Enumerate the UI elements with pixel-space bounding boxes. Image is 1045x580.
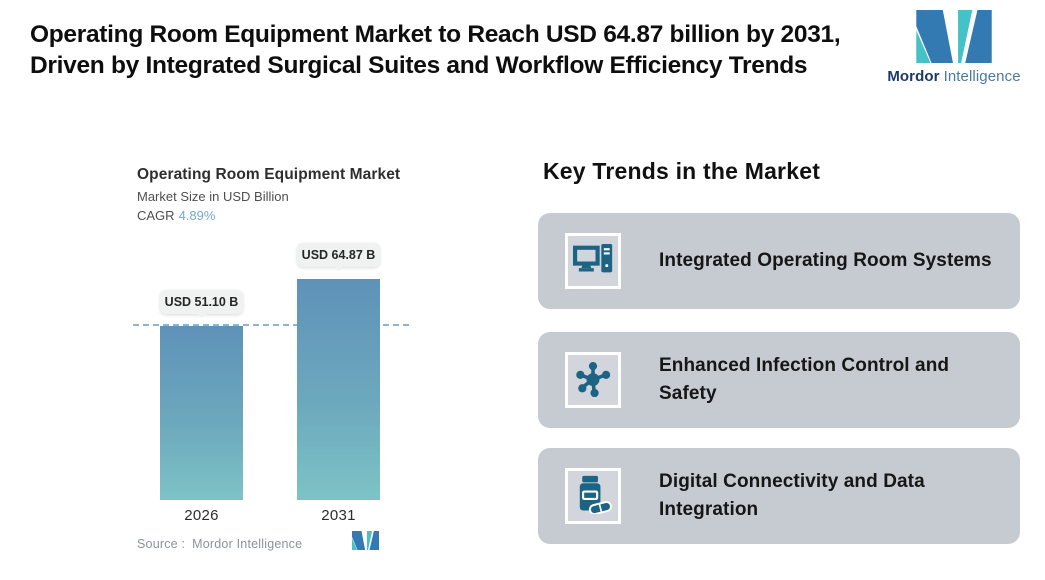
trends-heading: Key Trends in the Market bbox=[543, 158, 821, 184]
mini-logo-mark-icon bbox=[352, 531, 379, 555]
x-axis-label-2026: 2026 bbox=[184, 507, 219, 524]
value-callout-2026: USD 51.10 B bbox=[160, 290, 243, 315]
cagr-label: CAGR bbox=[137, 208, 175, 223]
icon-tile bbox=[565, 233, 621, 289]
pill-bottle-icon bbox=[574, 474, 612, 519]
desktop-computer-icon bbox=[573, 242, 613, 281]
trend-card-infection-control: Enhanced Infection Control and Safety bbox=[538, 332, 1020, 428]
source-label: Source : bbox=[137, 537, 186, 551]
trend-card-integrated-or-systems: Integrated Operating Room Systems bbox=[538, 213, 1020, 309]
bar-chart: USD 51.10 B USD 64.87 B 2026 2031 bbox=[133, 240, 423, 524]
cagr-value: 4.89% bbox=[178, 208, 216, 223]
trend-card-digital-connectivity: Digital Connectivity and Data Integratio… bbox=[538, 448, 1020, 544]
reference-dashed-line bbox=[133, 324, 409, 327]
chart-subtitle: Market Size in USD Billion bbox=[137, 189, 289, 204]
molecule-icon bbox=[574, 359, 612, 402]
chart-cagr: CAGR 4.89% bbox=[137, 208, 215, 223]
page-title: Operating Room Equipment Market to Reach… bbox=[30, 21, 841, 79]
x-axis-label-2031: 2031 bbox=[321, 507, 356, 524]
trend-card-text: Digital Connectivity and Data Integratio… bbox=[659, 471, 925, 520]
brand-name-bold: Mordor bbox=[887, 68, 940, 85]
icon-tile bbox=[565, 352, 621, 408]
trend-card-text: Integrated Operating Room Systems bbox=[659, 250, 992, 271]
mordor-logo-mark-icon bbox=[916, 10, 992, 63]
source-value: Mordor Intelligence bbox=[192, 537, 303, 551]
icon-tile bbox=[565, 468, 621, 524]
mordor-intelligence-logo: Mordor Intelligence bbox=[868, 10, 1040, 85]
source-attribution: Source : Mordor Intelligence bbox=[137, 537, 302, 551]
chart-title: Operating Room Equipment Market bbox=[137, 166, 401, 183]
bar-2026 bbox=[160, 326, 243, 500]
value-callout-2031: USD 64.87 B bbox=[297, 243, 380, 268]
brand-name-light: Intelligence bbox=[943, 68, 1021, 85]
bar-2031 bbox=[297, 279, 380, 500]
trend-card-text: Enhanced Infection Control and Safety bbox=[659, 355, 950, 404]
brand-wordmark: Mordor Intelligence bbox=[887, 68, 1020, 85]
